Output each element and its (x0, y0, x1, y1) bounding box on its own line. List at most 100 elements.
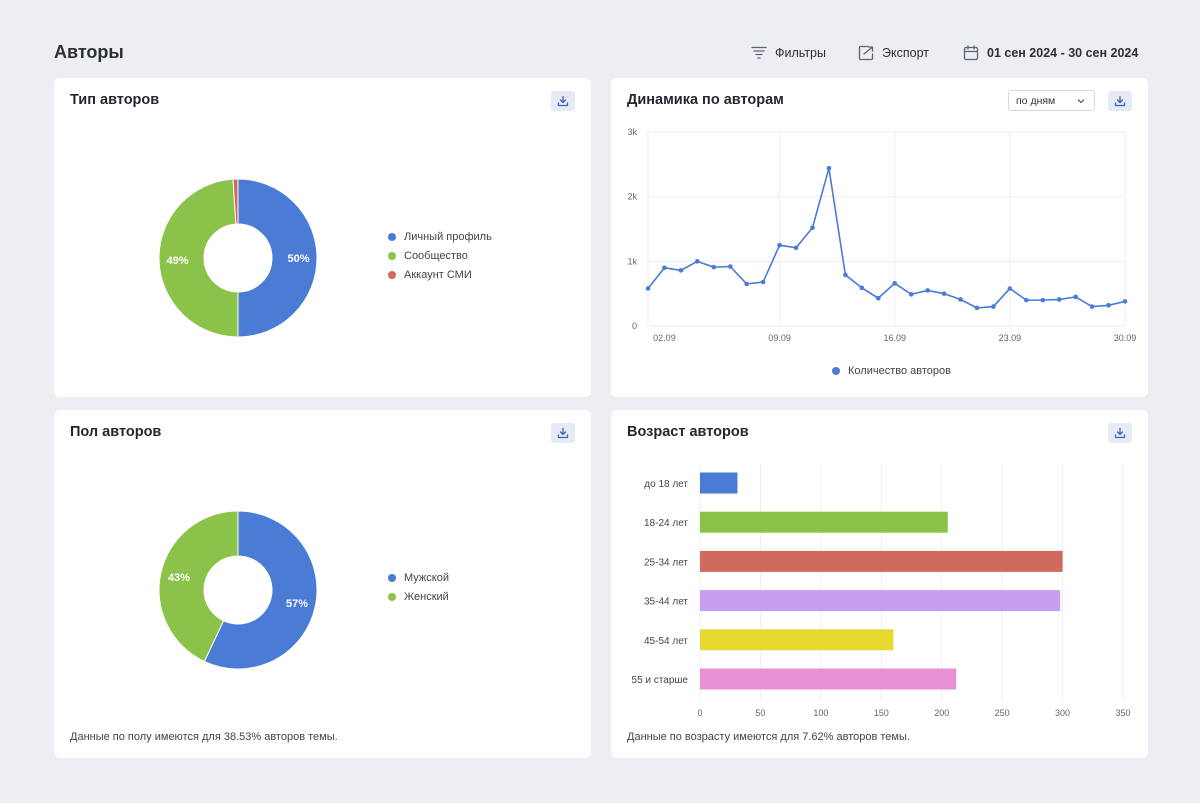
data-point[interactable] (695, 259, 700, 264)
data-point[interactable] (810, 225, 815, 231)
data-point[interactable] (925, 288, 930, 293)
data-point[interactable] (711, 264, 717, 270)
x-tick-label: 250 (995, 708, 1010, 718)
data-point[interactable] (958, 297, 963, 302)
legend-label: Сообщество (404, 249, 468, 262)
author-type-donut: 50% 49% (158, 178, 318, 338)
gender-title: Пол авторов (70, 424, 162, 440)
age-bar-chart: 0 50 100 150 200 250 300 350 до 18 лет 18-24 лет 2… (632, 463, 1131, 718)
download-icon (1114, 95, 1126, 107)
chevron-down-icon (1077, 99, 1085, 104)
date-range-label: 01 сен 2024 - 30 сен 2024 (987, 46, 1139, 60)
legend-dot (388, 270, 396, 279)
legend-item[interactable]: Аккаунт СМИ (388, 265, 492, 284)
date-range-picker[interactable]: 01 сен 2024 - 30 сен 2024 (962, 44, 1138, 62)
age-title: Возраст авторов (627, 424, 749, 440)
download-icon (557, 95, 569, 107)
x-tick-label: 300 (1055, 708, 1070, 718)
legend-label: Личный профиль (404, 230, 492, 243)
data-point[interactable] (859, 285, 865, 291)
data-point[interactable] (744, 281, 749, 287)
data-point[interactable] (1106, 303, 1111, 308)
donut-slice[interactable] (237, 178, 318, 338)
data-point[interactable] (892, 281, 898, 286)
legend-dot (388, 251, 396, 260)
data-point[interactable] (777, 242, 782, 248)
legend-item: Количество авторов (832, 361, 951, 380)
legend-item[interactable]: Женский (388, 587, 449, 606)
data-point[interactable] (826, 165, 832, 171)
donut-slice[interactable] (158, 178, 239, 338)
dynamics-title: Динамика по авторам (627, 92, 784, 108)
age-bar[interactable] (700, 550, 1063, 572)
data-point[interactable] (991, 304, 996, 309)
donut-value-label: 49% (167, 255, 189, 267)
legend-label: Количество авторов (848, 364, 951, 377)
legend-item[interactable]: Личный профиль (388, 227, 492, 246)
y-category-label: 45-54 лет (644, 636, 688, 647)
data-point[interactable] (662, 265, 667, 271)
data-point[interactable] (875, 295, 881, 301)
legend-dot (388, 573, 396, 582)
author-type-title: Тип авторов (70, 92, 160, 108)
age-bar[interactable] (700, 511, 948, 533)
donut-slice[interactable] (232, 178, 239, 225)
export-button[interactable]: Экспорт (857, 44, 929, 62)
y-tick-label: 1k (627, 256, 637, 266)
legend-item[interactable]: Мужской (388, 568, 449, 587)
data-point[interactable] (941, 291, 947, 296)
donut-value-label: 43% (168, 572, 190, 584)
legend-label: Аккаунт СМИ (404, 268, 472, 281)
age-card: Возраст авторов 0 50 100 150 200 250 300 350 до … (611, 410, 1148, 758)
age-bar[interactable] (700, 629, 894, 651)
data-point[interactable] (1122, 299, 1128, 304)
author-type-card: Тип авторов 50% 49% Личный профиль Сообщес… (54, 78, 591, 397)
calendar-icon (963, 45, 979, 61)
x-tick-label: 150 (874, 708, 889, 718)
data-point[interactable] (760, 279, 766, 285)
dynamics-legend: Количество авторов (832, 361, 951, 380)
data-point[interactable] (1024, 297, 1029, 303)
age-bar[interactable] (700, 472, 738, 494)
data-point[interactable] (645, 286, 651, 291)
data-point[interactable] (793, 245, 799, 251)
y-tick-label: 3k (627, 127, 637, 137)
download-button[interactable] (1108, 423, 1132, 443)
filter-icon (751, 46, 767, 59)
data-point[interactable] (974, 305, 980, 311)
filters-button[interactable]: Фильтры (750, 44, 826, 62)
y-category-label: 35-44 лет (644, 597, 688, 608)
data-point[interactable] (843, 272, 848, 278)
download-button[interactable] (551, 91, 575, 111)
data-point[interactable] (1089, 304, 1095, 309)
x-tick-label: 23.09 (999, 333, 1022, 343)
age-bar[interactable] (700, 590, 1061, 612)
download-icon (1114, 427, 1126, 439)
x-tick-label: 100 (813, 708, 828, 718)
period-select[interactable]: по дням (1008, 90, 1095, 111)
download-button[interactable] (551, 423, 575, 443)
age-bar[interactable] (700, 668, 957, 690)
data-point[interactable] (1007, 286, 1013, 291)
legend-item[interactable]: Сообщество (388, 246, 492, 265)
series-line (647, 168, 1126, 309)
x-tick-label: 30.09 (1114, 333, 1137, 343)
donut-slice[interactable] (203, 510, 318, 670)
data-point[interactable] (678, 268, 684, 273)
x-tick-label: 200 (934, 708, 949, 718)
gender-legend: Мужской Женский (388, 568, 449, 606)
donut-value-label: 57% (286, 598, 308, 610)
data-point[interactable] (1073, 294, 1078, 300)
data-point[interactable] (1056, 297, 1062, 302)
download-button[interactable] (1108, 91, 1132, 111)
legend-dot (832, 366, 840, 375)
x-tick-label: 50 (755, 708, 765, 718)
y-category-label: 18-24 лет (644, 518, 688, 529)
author-type-legend: Личный профиль Сообщество Аккаунт СМИ (388, 227, 492, 284)
donut-slice[interactable] (158, 510, 239, 663)
data-point[interactable] (727, 264, 733, 269)
dynamics-card: Динамика по авторам по дням 0 1k 2k 3k 02.09… (611, 78, 1148, 397)
data-point[interactable] (1040, 297, 1046, 303)
x-tick-label: 02.09 (653, 333, 676, 343)
data-point[interactable] (908, 292, 914, 297)
